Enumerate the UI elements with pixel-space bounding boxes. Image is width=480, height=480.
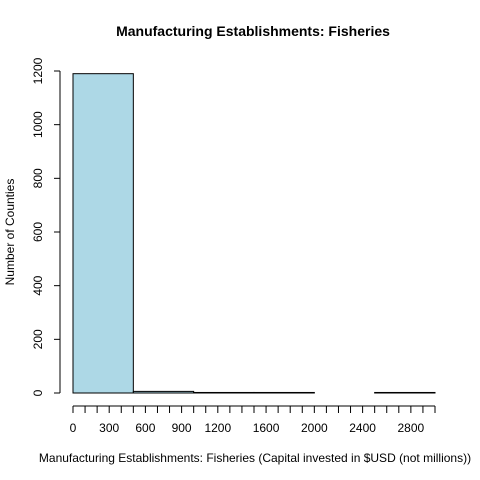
histogram-bar-3 <box>253 391 315 394</box>
histogram-bar-1 <box>132 390 195 394</box>
histogram-bar-5 <box>374 391 436 394</box>
x-axis-label: Manufacturing Establishments: Fisheries … <box>39 451 471 465</box>
y-tick-label: 600 <box>31 222 45 242</box>
x-tick-label: 900 <box>172 421 192 435</box>
x-tick-label: 2400 <box>349 421 376 435</box>
y-tick-label: 0 <box>31 389 45 396</box>
x-axis: 0 300 600 900 1200 1600 2000 2400 2800 <box>70 405 436 435</box>
y-tick-label: 800 <box>31 168 45 188</box>
x-tick-label: 0 <box>70 421 77 435</box>
histogram-bars <box>72 73 436 394</box>
histogram-bar-0 <box>72 73 134 394</box>
x-tick-label: 300 <box>99 421 119 435</box>
chart-title: Manufacturing Establishments: Fisheries <box>116 23 390 39</box>
y-axis-label: Number of Counties <box>3 179 17 286</box>
x-tick-label: 2800 <box>398 421 425 435</box>
y-tick-label: 400 <box>31 275 45 295</box>
y-axis: 0 200 400 600 800 1000 1200 <box>31 57 61 396</box>
histogram-bar-2 <box>193 391 255 394</box>
x-tick-label: 1200 <box>204 421 231 435</box>
x-tick-label: 600 <box>135 421 155 435</box>
y-tick-label: 200 <box>31 329 45 349</box>
y-tick-label: 1000 <box>31 111 45 138</box>
x-tick-label: 2000 <box>301 421 328 435</box>
y-tick-label: 1200 <box>31 57 45 84</box>
x-tick-label: 1600 <box>253 421 280 435</box>
